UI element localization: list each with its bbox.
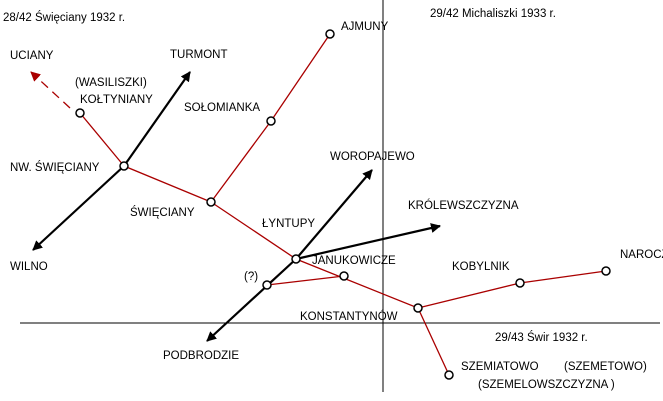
label-konstantynow: KONSTANTYNÓW: [300, 310, 398, 323]
railway-unknown-janukowicze: [266, 275, 345, 286]
road-to-krolewszczyzna: [295, 223, 441, 261]
road-to-turmont: [123, 71, 191, 167]
station-szemiatowo: [444, 370, 454, 380]
label-janukowicze: JANUKOWICZE: [312, 255, 396, 267]
label-woropajewo: WOROPAJEWO: [330, 151, 415, 163]
label-solomianka: SOŁOMIANKA: [184, 102, 260, 114]
label-swieciany: ŚWIĘCIANY: [130, 206, 195, 219]
label-lyntupy: ŁYNTUPY: [262, 218, 315, 230]
label-krolewszczyzna: KRÓLEWSZCZYZNA: [408, 199, 519, 212]
sheet-label-bottom-right: 29/43 Świr 1932 r.: [495, 331, 588, 344]
road-to-woropajewo: [295, 169, 373, 260]
label-szemelowszczyzna: (SZEMELOWSZCZYZNA ): [478, 379, 615, 391]
station-swieciany: [206, 197, 216, 207]
railway-konstantynow-narocz: [417, 270, 607, 309]
station-konstantynow: [413, 303, 423, 313]
label-narocz: NAROCZ: [620, 249, 663, 261]
label-koltyniany: KOŁTYNIANY: [80, 94, 153, 106]
station-nw-swieciany: [119, 161, 129, 171]
label-wasiliszki: (WASILISZKI): [75, 77, 147, 89]
label-wilno: WILNO: [10, 261, 48, 273]
road-to-wilno: [32, 165, 125, 251]
label-ucjany: UCIANY: [10, 50, 54, 62]
label-podbrodzie: PODBRODZIE: [163, 350, 239, 362]
station-kobylnik: [515, 278, 525, 288]
label-szemetowo: (SZEMETOWO): [564, 361, 647, 373]
sheet-label-top-left: 28/42 Święciany 1932 r.: [3, 11, 125, 24]
railway-swieciany-szemiatowo: [210, 201, 450, 376]
label-kobylnik: KOBYLNIK: [452, 261, 510, 273]
label-nw-swieciany: NW. ŚWIĘCIANY: [10, 161, 100, 174]
station-solomianka: [266, 116, 276, 126]
sheet-label-top-right: 29/42 Michaliszki 1933 r.: [430, 8, 556, 20]
station-janukowicze: [339, 271, 349, 281]
station-ajmuny: [325, 29, 335, 39]
railway-to-ucjany: [30, 71, 71, 109]
label-turmont: TURMONT: [170, 49, 228, 61]
station-unknown: [262, 280, 272, 290]
label-szemiatowo: SZEMIATOWO: [461, 361, 539, 373]
station-koltyniany: [75, 108, 85, 118]
station-narocz: [601, 266, 611, 276]
station-lyntupy: [291, 254, 301, 264]
label-unknown: (?): [244, 271, 258, 283]
label-ajmuny: AJMUNY: [341, 21, 389, 33]
road-to-podbrodzie: [206, 258, 297, 342]
